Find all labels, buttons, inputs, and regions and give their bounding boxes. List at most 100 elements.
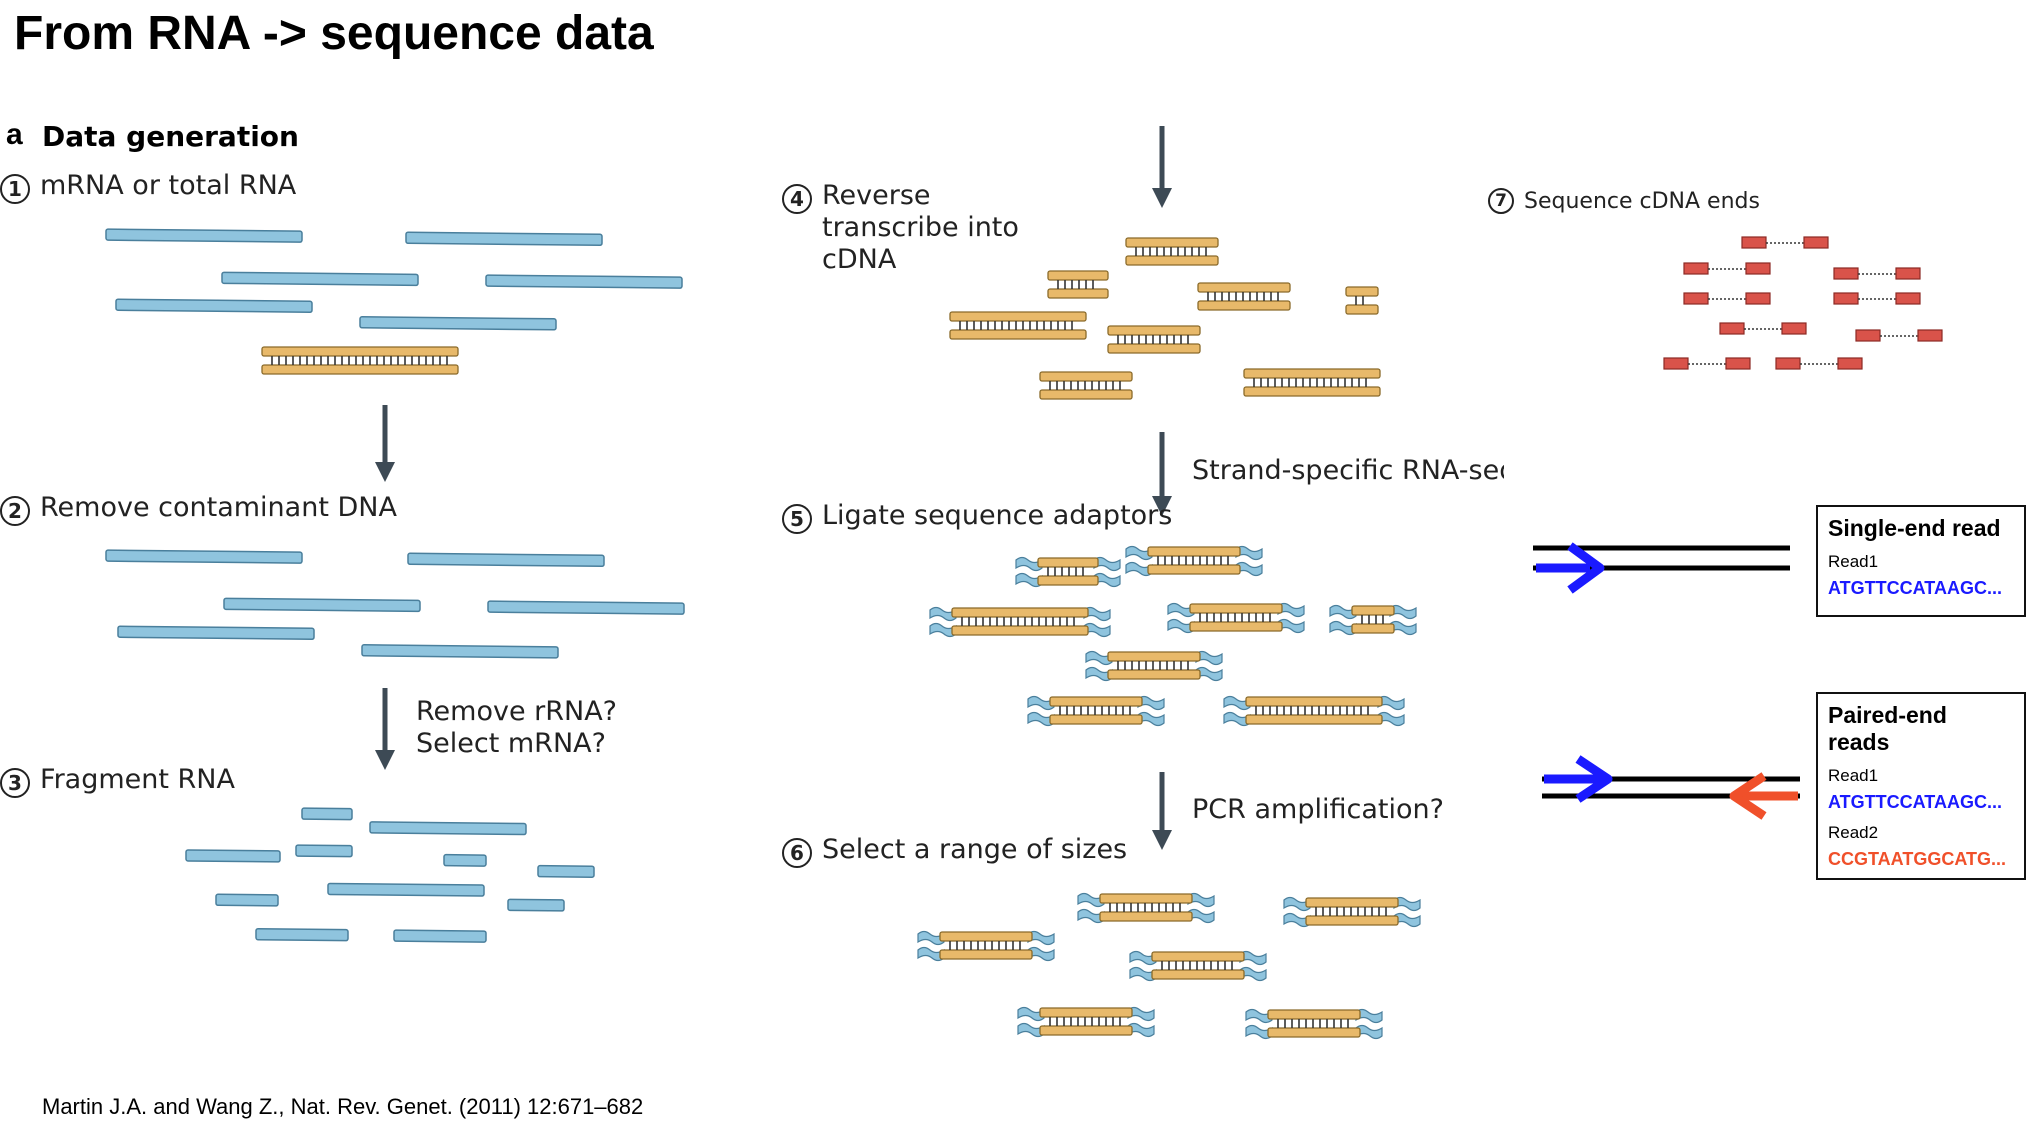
adaptor [1283,896,1311,912]
adaptor [1235,545,1263,561]
step-5-label: Ligate sequence adaptors [822,500,1173,531]
read-pair [1683,292,1771,305]
adaptor [1239,966,1267,982]
rna-strand [301,807,353,821]
read-end-left [1663,357,1689,370]
read-end-left [1855,329,1881,342]
dna-strand-top [1345,286,1379,297]
step-3-number: 3 [0,768,30,798]
single-end-header: Single-end read [1828,515,2001,541]
dna-strand-top [1047,270,1109,281]
read-end-right [1745,262,1771,275]
adaptor [1083,622,1111,638]
step-5-number: 5 [782,504,812,534]
dna-strand-bottom [1099,911,1193,922]
read-end-right [1803,236,1829,249]
rna-strand [507,898,565,912]
cdna-fragment [1243,368,1381,397]
single-end-read1-arrow-head [1567,542,1605,594]
adaptor [1223,695,1251,711]
rna-strand [255,927,349,942]
cdna-fragment [1107,325,1201,354]
cdna-fragment [1345,286,1379,315]
dna-strand-bottom [1151,969,1245,980]
dna-strand-top [949,311,1087,322]
read-end-right [1725,357,1751,370]
dna-strand-top [1243,368,1381,379]
rna-strand [537,864,595,878]
adaptor [1125,545,1153,561]
read-end-right [1895,292,1921,305]
cdna-fragment [1015,556,1121,588]
rna-strand [295,844,353,858]
arrow-label-strand-specific: Strand-specific RNA-seq? [1192,455,1504,486]
dna-strand-bottom [1243,386,1381,397]
adaptor [1389,604,1417,620]
adaptor [1129,950,1157,966]
rna-strand [361,644,559,659]
single-end-read1-label: Read1 [1828,552,1879,571]
dna-strand-bottom [1049,714,1143,725]
dna-strand-top [939,931,1033,942]
read-end-left [1683,292,1709,305]
adaptor [1187,908,1215,924]
step-2-label: Remove contaminant DNA [40,492,397,523]
adaptor [1137,695,1165,711]
dna-strand-bottom [1107,343,1201,354]
cdna-fragment [1329,604,1417,636]
adaptor [1127,1006,1155,1022]
rna-strand [105,228,303,243]
step-2: 2 Remove contaminant DNA [0,492,397,526]
panel-heading: Data generation [42,120,299,153]
adaptor [1195,666,1223,682]
cdna-fragment [1245,1008,1383,1040]
step-4-number: 4 [782,184,812,214]
panel-letter: a [6,118,23,151]
dna-strand-bottom [1197,300,1291,311]
adaptor [1027,946,1055,962]
adaptor [1027,930,1055,946]
adaptor [1083,606,1111,622]
dna-strand-bottom [1245,714,1383,725]
read-pair [1741,236,1829,249]
step-7-number: 7 [1488,188,1514,214]
read-end-left [1833,267,1859,280]
adaptor [1235,561,1263,577]
step-2-number: 2 [0,496,30,526]
dna-strand-top [1039,1007,1133,1018]
adaptor [1393,912,1421,928]
rna-strand [443,853,487,867]
rna-strand [487,600,685,615]
cdna-fragment [1129,950,1267,982]
rna-strand [359,316,557,331]
rna-strand [405,231,603,247]
adaptor [1245,1008,1273,1024]
rna-strand [215,893,279,907]
dna-strand-bottom [939,949,1033,960]
adaptor [1167,602,1195,618]
paired-end-read1-label: Read1 [1828,766,1879,785]
dna-strand-top [1039,371,1133,382]
step-1-label: mRNA or total RNA [40,170,297,201]
cdna-fragment [949,311,1087,340]
read-pair [1683,262,1771,275]
adaptor [1077,892,1105,908]
step-3: 3 Fragment RNA [0,764,235,798]
dna-strand-top [1245,696,1383,707]
adaptor [1187,892,1215,908]
cdna-fragment [1125,545,1263,577]
paired-end-header: Paired-end reads [1828,702,1947,755]
read-pair [1775,357,1863,370]
rna-strand [117,625,315,641]
dna-strand-bottom [1147,564,1241,575]
single-end-read-box: Single-end read Read1 ATGTTCCATAAGC... [1816,505,2026,617]
rna-strand [327,882,485,897]
read-pair [1833,267,1921,280]
dna-strand-top [1099,893,1193,904]
step-1-number: 1 [0,174,30,204]
cdna-fragment [929,606,1111,638]
cdna-fragment [1167,602,1305,634]
paired-end-read2-label: Read2 [1828,823,1879,842]
adaptor [917,930,945,946]
